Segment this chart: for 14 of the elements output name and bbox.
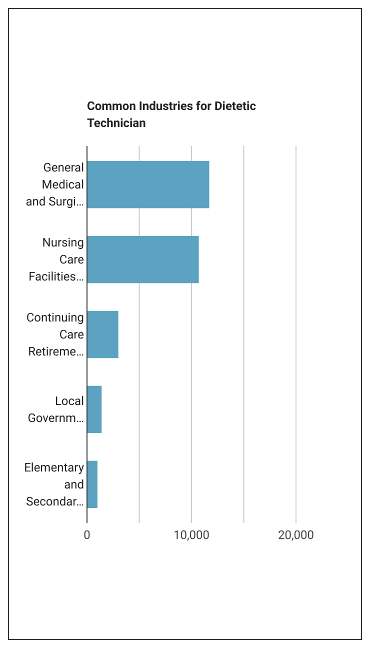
bar — [87, 460, 98, 508]
bar — [87, 160, 210, 208]
bar — [87, 386, 102, 434]
y-tick-label: Local Governm… — [28, 394, 84, 425]
bar — [87, 310, 118, 358]
x-tick-label: 10,000 — [173, 528, 210, 542]
chart-title: Common Industries for Dietetic Technician — [87, 99, 256, 130]
bar — [87, 236, 199, 284]
y-tick-label: Continuing Care Retireme… — [26, 310, 84, 358]
x-tick-label: 20,000 — [278, 528, 314, 542]
y-tick-label: General Medical and Surgi… — [26, 160, 84, 209]
y-tick-label: Nursing Care Facilities… — [28, 236, 84, 284]
x-tick-label: 0 — [84, 528, 91, 542]
y-tick-label: Elementary and Secondar… — [24, 460, 84, 508]
